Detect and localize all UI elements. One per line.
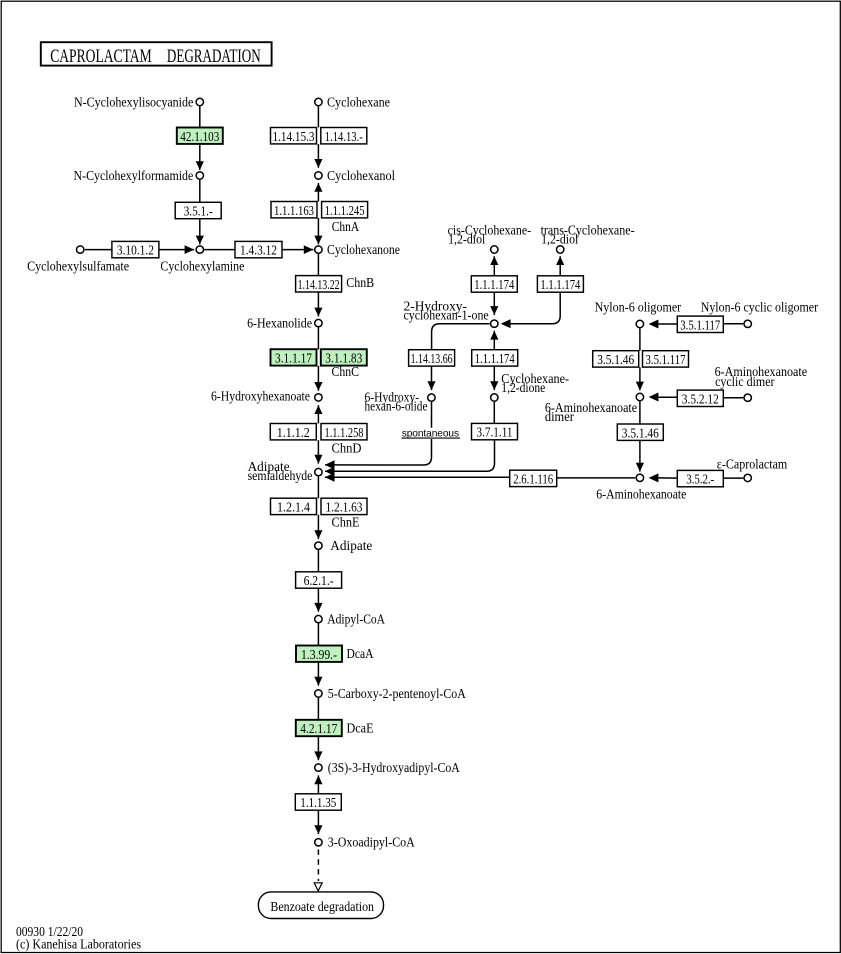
svg-text:1.3.99.-: 1.3.99.- xyxy=(301,648,337,663)
svg-text:6.2.1.-: 6.2.1.- xyxy=(304,574,334,589)
svg-text:1.1.1.163: 1.1.1.163 xyxy=(274,204,314,219)
svg-text:1.14.13.22: 1.14.13.22 xyxy=(298,278,340,293)
svg-text:1.1.1.174: 1.1.1.174 xyxy=(474,278,514,293)
svg-text:6-Hexanolide: 6-Hexanolide xyxy=(247,315,312,330)
svg-text:6-Aminohexanoate: 6-Aminohexanoate xyxy=(596,487,686,502)
svg-text:ChnE: ChnE xyxy=(332,514,360,529)
svg-text:Cyclohexane: Cyclohexane xyxy=(327,94,390,109)
svg-text:3.5.1.46: 3.5.1.46 xyxy=(597,353,634,368)
svg-text:ChnB: ChnB xyxy=(346,275,374,290)
svg-text:5-Carboxy-2-pentenoyl-CoA: 5-Carboxy-2-pentenoyl-CoA xyxy=(328,686,466,701)
svg-text:42.1.103: 42.1.103 xyxy=(180,130,219,145)
svg-text:1.1.1.174: 1.1.1.174 xyxy=(540,278,580,293)
svg-text:1.2.1.4: 1.2.1.4 xyxy=(277,501,310,516)
svg-text:3.7.1.11: 3.7.1.11 xyxy=(477,426,513,441)
svg-text:1.1.1.245: 1.1.1.245 xyxy=(325,204,365,219)
svg-text:ChnC: ChnC xyxy=(332,364,360,379)
svg-text:Nylon-6 oligomer: Nylon-6 oligomer xyxy=(595,299,682,314)
svg-text:3-Oxoadipyl-CoA: 3-Oxoadipyl-CoA xyxy=(328,835,415,850)
svg-text:Adipyl-CoA: Adipyl-CoA xyxy=(327,611,385,626)
svg-text:4.2.1.17: 4.2.1.17 xyxy=(300,722,337,737)
svg-text:2.6.1.116: 2.6.1.116 xyxy=(513,473,553,488)
svg-text:1.14.15.3: 1.14.15.3 xyxy=(273,130,315,145)
svg-text:1.14.13.-: 1.14.13.- xyxy=(325,130,363,145)
svg-text:2-Hydroxy-: 2-Hydroxy- xyxy=(404,298,468,313)
svg-text:Cyclohexanol: Cyclohexanol xyxy=(327,168,395,183)
svg-text:1.14.13.66: 1.14.13.66 xyxy=(411,352,453,367)
svg-text:3.5.1.46: 3.5.1.46 xyxy=(622,426,659,441)
svg-text:1.2.1.63: 1.2.1.63 xyxy=(326,501,363,516)
svg-text:3.5.2.-: 3.5.2.- xyxy=(686,473,714,488)
svg-text:3.5.1.-: 3.5.1.- xyxy=(184,205,213,220)
svg-text:Nylon-6 cyclic oligomer: Nylon-6 cyclic oligomer xyxy=(701,299,819,314)
svg-text:ChnD: ChnD xyxy=(332,441,362,456)
svg-text:DcaE: DcaE xyxy=(347,720,374,735)
svg-text:ε-Caprolactam: ε-Caprolactam xyxy=(717,457,788,472)
svg-text:1.1.1.2: 1.1.1.2 xyxy=(277,426,310,441)
svg-text:1.1.1.258: 1.1.1.258 xyxy=(325,426,364,441)
svg-text:Cyclohexane-: Cyclohexane- xyxy=(501,371,569,386)
svg-text:Cyclohexylsulfamate: Cyclohexylsulfamate xyxy=(27,258,129,273)
svg-text:DcaA: DcaA xyxy=(347,646,374,661)
svg-text:ChnA: ChnA xyxy=(332,219,360,234)
svg-text:3.10.1.2: 3.10.1.2 xyxy=(117,244,154,259)
svg-text:N-Cyclohexylisocyanide: N-Cyclohexylisocyanide xyxy=(74,94,193,109)
svg-text:DEGRADATION: DEGRADATION xyxy=(167,46,261,67)
svg-text:3.1.1.83: 3.1.1.83 xyxy=(325,352,362,367)
svg-text:1,2-dione: 1,2-dione xyxy=(501,380,545,395)
svg-text:cis-Cyclohexane-: cis-Cyclohexane- xyxy=(448,222,531,237)
svg-text:N-Cyclohexylformamide: N-Cyclohexylformamide xyxy=(74,168,194,183)
svg-text:Cyclohexanone: Cyclohexanone xyxy=(327,242,400,257)
svg-text:6-Aminohexanoate: 6-Aminohexanoate xyxy=(715,364,808,379)
svg-text:1.4.3.12: 1.4.3.12 xyxy=(240,244,277,259)
svg-text:3.5.2.12: 3.5.2.12 xyxy=(682,392,719,407)
svg-text:Cyclohexylamine: Cyclohexylamine xyxy=(160,258,244,273)
svg-text:1,2-diol: 1,2-diol xyxy=(448,232,485,247)
svg-text:(3S)-3-Hydroxyadipyl-CoA: (3S)-3-Hydroxyadipyl-CoA xyxy=(328,760,460,775)
svg-text:Benzoate degradation: Benzoate degradation xyxy=(270,899,374,914)
svg-text:dimer: dimer xyxy=(545,409,575,424)
svg-text:CAPROLACTAM: CAPROLACTAM xyxy=(50,46,152,67)
svg-text:spontaneous: spontaneous xyxy=(402,428,459,439)
svg-text:semialdehyde: semialdehyde xyxy=(248,468,313,483)
svg-text:3.5.1.117: 3.5.1.117 xyxy=(646,353,686,368)
svg-text:1.1.1.35: 1.1.1.35 xyxy=(300,796,336,811)
svg-text:6-Aminohexanoate: 6-Aminohexanoate xyxy=(545,400,637,415)
svg-text:Adipate: Adipate xyxy=(330,538,372,553)
svg-text:trans-Cyclohexane-: trans-Cyclohexane- xyxy=(541,222,635,237)
svg-text:00930 1/22/20: 00930 1/22/20 xyxy=(16,924,83,939)
svg-text:6-Hydroxyhexanoate: 6-Hydroxyhexanoate xyxy=(211,389,310,404)
svg-text:Adipate: Adipate xyxy=(248,459,290,474)
svg-text:6-Hydroxy-: 6-Hydroxy- xyxy=(365,389,420,404)
svg-text:cyclic dimer: cyclic dimer xyxy=(715,374,775,389)
svg-text:3.1.1.17: 3.1.1.17 xyxy=(275,352,312,367)
svg-text:(c) Kanehisa Laboratories: (c) Kanehisa Laboratories xyxy=(16,936,141,951)
svg-text:1.1.1.174: 1.1.1.174 xyxy=(475,352,515,367)
svg-text:cyclohexan-1-one: cyclohexan-1-one xyxy=(404,308,489,323)
svg-text:1,2-diol: 1,2-diol xyxy=(541,232,578,247)
svg-text:hexan-6-olide: hexan-6-olide xyxy=(365,398,428,413)
svg-text:3.5.1.117: 3.5.1.117 xyxy=(680,318,720,333)
